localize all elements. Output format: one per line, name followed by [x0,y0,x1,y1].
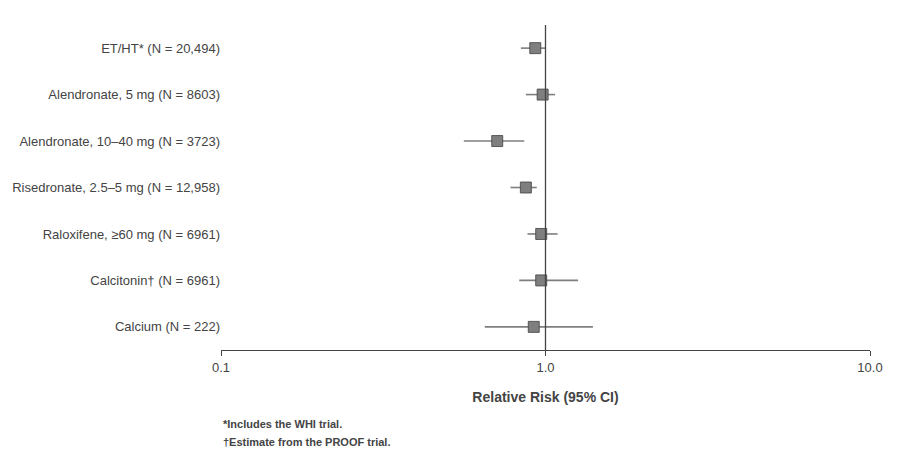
svg-text:10.0: 10.0 [857,360,882,375]
svg-text:Calcium (N = 222): Calcium (N = 222) [115,319,220,334]
svg-text:Raloxifene, ≥60 mg (N = 6961): Raloxifene, ≥60 mg (N = 6961) [43,227,220,242]
svg-text:*Includes the WHI trial.: *Includes the WHI trial. [223,418,342,430]
svg-text:Alendronate, 5 mg (N = 8603): Alendronate, 5 mg (N = 8603) [48,87,220,102]
svg-text:Alendronate, 10–40 mg (N = 372: Alendronate, 10–40 mg (N = 3723) [19,134,220,149]
svg-text:Risedronate, 2.5–5 mg (N = 12,: Risedronate, 2.5–5 mg (N = 12,958) [12,180,220,195]
svg-text:Relative Risk (95% CI): Relative Risk (95% CI) [472,389,618,405]
svg-text:0.1: 0.1 [212,360,230,375]
svg-text:ET/HT* (N = 20,494): ET/HT* (N = 20,494) [101,41,220,56]
svg-text:Calcitonin† (N = 6961): Calcitonin† (N = 6961) [90,273,220,288]
svg-text:†Estimate from the PROOF trial: †Estimate from the PROOF trial. [223,436,390,448]
svg-text:1.0: 1.0 [536,360,554,375]
